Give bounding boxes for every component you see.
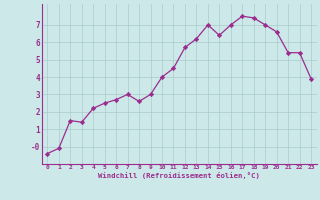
X-axis label: Windchill (Refroidissement éolien,°C): Windchill (Refroidissement éolien,°C) [98, 172, 260, 179]
